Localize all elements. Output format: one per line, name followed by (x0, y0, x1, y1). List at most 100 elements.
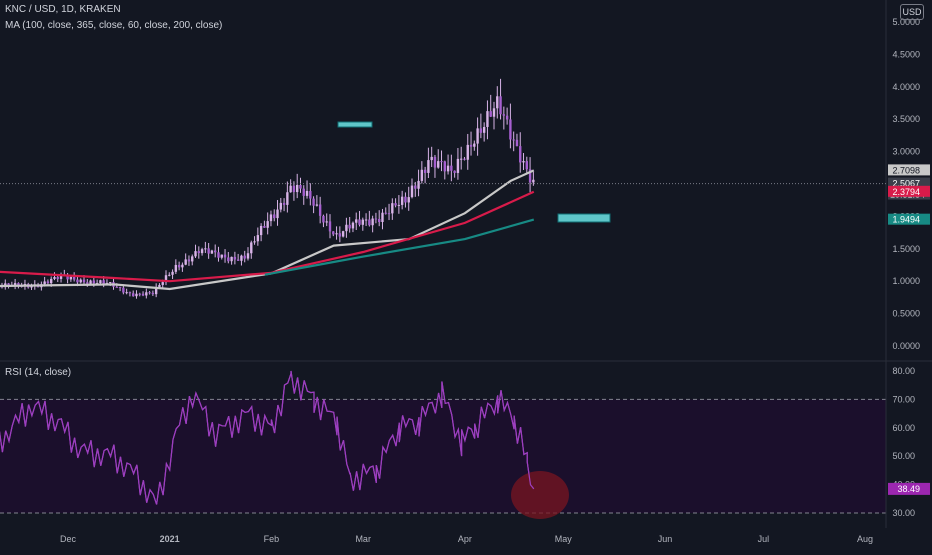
candle-body (355, 219, 358, 223)
candle-body (318, 204, 322, 216)
candle-body (210, 250, 214, 254)
price-axis-tick: 4.5000 (892, 49, 920, 59)
time-axis-tick: Jun (658, 534, 673, 544)
moving-averages-layer (0, 169, 535, 291)
time-axis-tick: Dec (60, 534, 77, 544)
candle-body (525, 161, 528, 170)
candle-body (118, 287, 122, 289)
candle-body (109, 282, 112, 284)
candle-body (348, 224, 351, 229)
candle-body (273, 214, 276, 219)
candle-body (528, 169, 532, 183)
candle-body (305, 190, 309, 196)
price-label-text: 2.3794 (892, 187, 920, 197)
candle-body (338, 233, 342, 237)
currency-button[interactable]: USD (900, 4, 924, 20)
candle-body (269, 214, 273, 222)
candle-body (207, 248, 210, 254)
candle-body (236, 259, 240, 261)
candle-body (253, 241, 256, 243)
candle-body (482, 126, 486, 133)
candle-body (89, 280, 92, 284)
candle-body (246, 253, 250, 259)
candle-body (230, 256, 233, 262)
price-axis-tick: 3.5000 (892, 114, 920, 124)
candle-body (227, 257, 230, 262)
highlight-circle (511, 471, 569, 519)
candle-body (69, 276, 73, 280)
candle-body (410, 185, 414, 198)
candle-body (492, 108, 496, 117)
candle-body (115, 286, 118, 288)
candle-body (76, 279, 79, 283)
candle-body (453, 170, 456, 173)
rsi-axis-tick: 60.00 (892, 423, 915, 433)
rsi-axis-tick: 30.00 (892, 508, 915, 518)
candle-body (463, 158, 466, 160)
candle-body (496, 96, 499, 109)
price-axis-tick: 5.0000 (892, 17, 920, 27)
candle-body (351, 222, 355, 229)
symbol-title: KNC / USD, 1D, KRAKEN (5, 4, 121, 15)
candle-body (79, 279, 82, 283)
price-label-text: 1.9494 (892, 215, 920, 225)
candle-body (519, 146, 522, 163)
candle-body (99, 280, 102, 284)
candle-body (7, 283, 10, 286)
price-label-tag (888, 164, 930, 176)
price-label-text: 2.7098 (892, 165, 920, 175)
candle-body (154, 287, 158, 295)
candle-body (72, 276, 76, 280)
candle-body (141, 293, 145, 296)
candle-body (309, 190, 312, 199)
candle-body (92, 280, 96, 284)
candle-body (43, 281, 46, 285)
candle-body (522, 161, 525, 163)
candle-body (259, 225, 263, 236)
candle-body (499, 96, 502, 115)
candle-body (276, 209, 279, 219)
candle-body (266, 221, 269, 228)
candle-body (437, 161, 440, 168)
candle-body (181, 264, 184, 268)
time-axis-tick: Jul (758, 534, 770, 544)
candle-body (174, 264, 178, 272)
time-axis-tick: May (555, 534, 573, 544)
candle-body (243, 255, 246, 259)
price-axis-tick: 1.5000 (892, 244, 920, 254)
candle-body (427, 160, 430, 173)
candle-body (13, 283, 17, 286)
candle-body (17, 283, 20, 286)
rsi-band-layer (0, 398, 886, 514)
candle-body (315, 204, 319, 206)
rsi-axis-tick: 50.00 (892, 451, 915, 461)
candle-body (223, 254, 227, 258)
candle-body (50, 278, 53, 284)
candle-body (486, 111, 489, 127)
candle-body (220, 254, 223, 258)
candle-body (325, 221, 328, 223)
candle-body (82, 279, 86, 283)
candle-body (345, 224, 348, 232)
candle-body (135, 293, 138, 297)
price-axis-tick: 0.5000 (892, 309, 920, 319)
candle-body (138, 293, 141, 295)
candle-body (191, 256, 194, 262)
candle-body (171, 271, 174, 275)
candle-body (341, 231, 345, 237)
candle-body (145, 292, 148, 296)
candle-body (371, 218, 374, 226)
time-axis-tick: 2021 (160, 534, 180, 544)
rsi-value-tag (888, 482, 930, 495)
candle-body (443, 161, 446, 172)
candle-body (378, 218, 381, 223)
candle-body (197, 251, 200, 254)
candle-body (128, 292, 132, 294)
candle-body (56, 277, 59, 279)
candle-body (394, 203, 397, 206)
price-axis-tick: 0.0000 (892, 341, 920, 351)
